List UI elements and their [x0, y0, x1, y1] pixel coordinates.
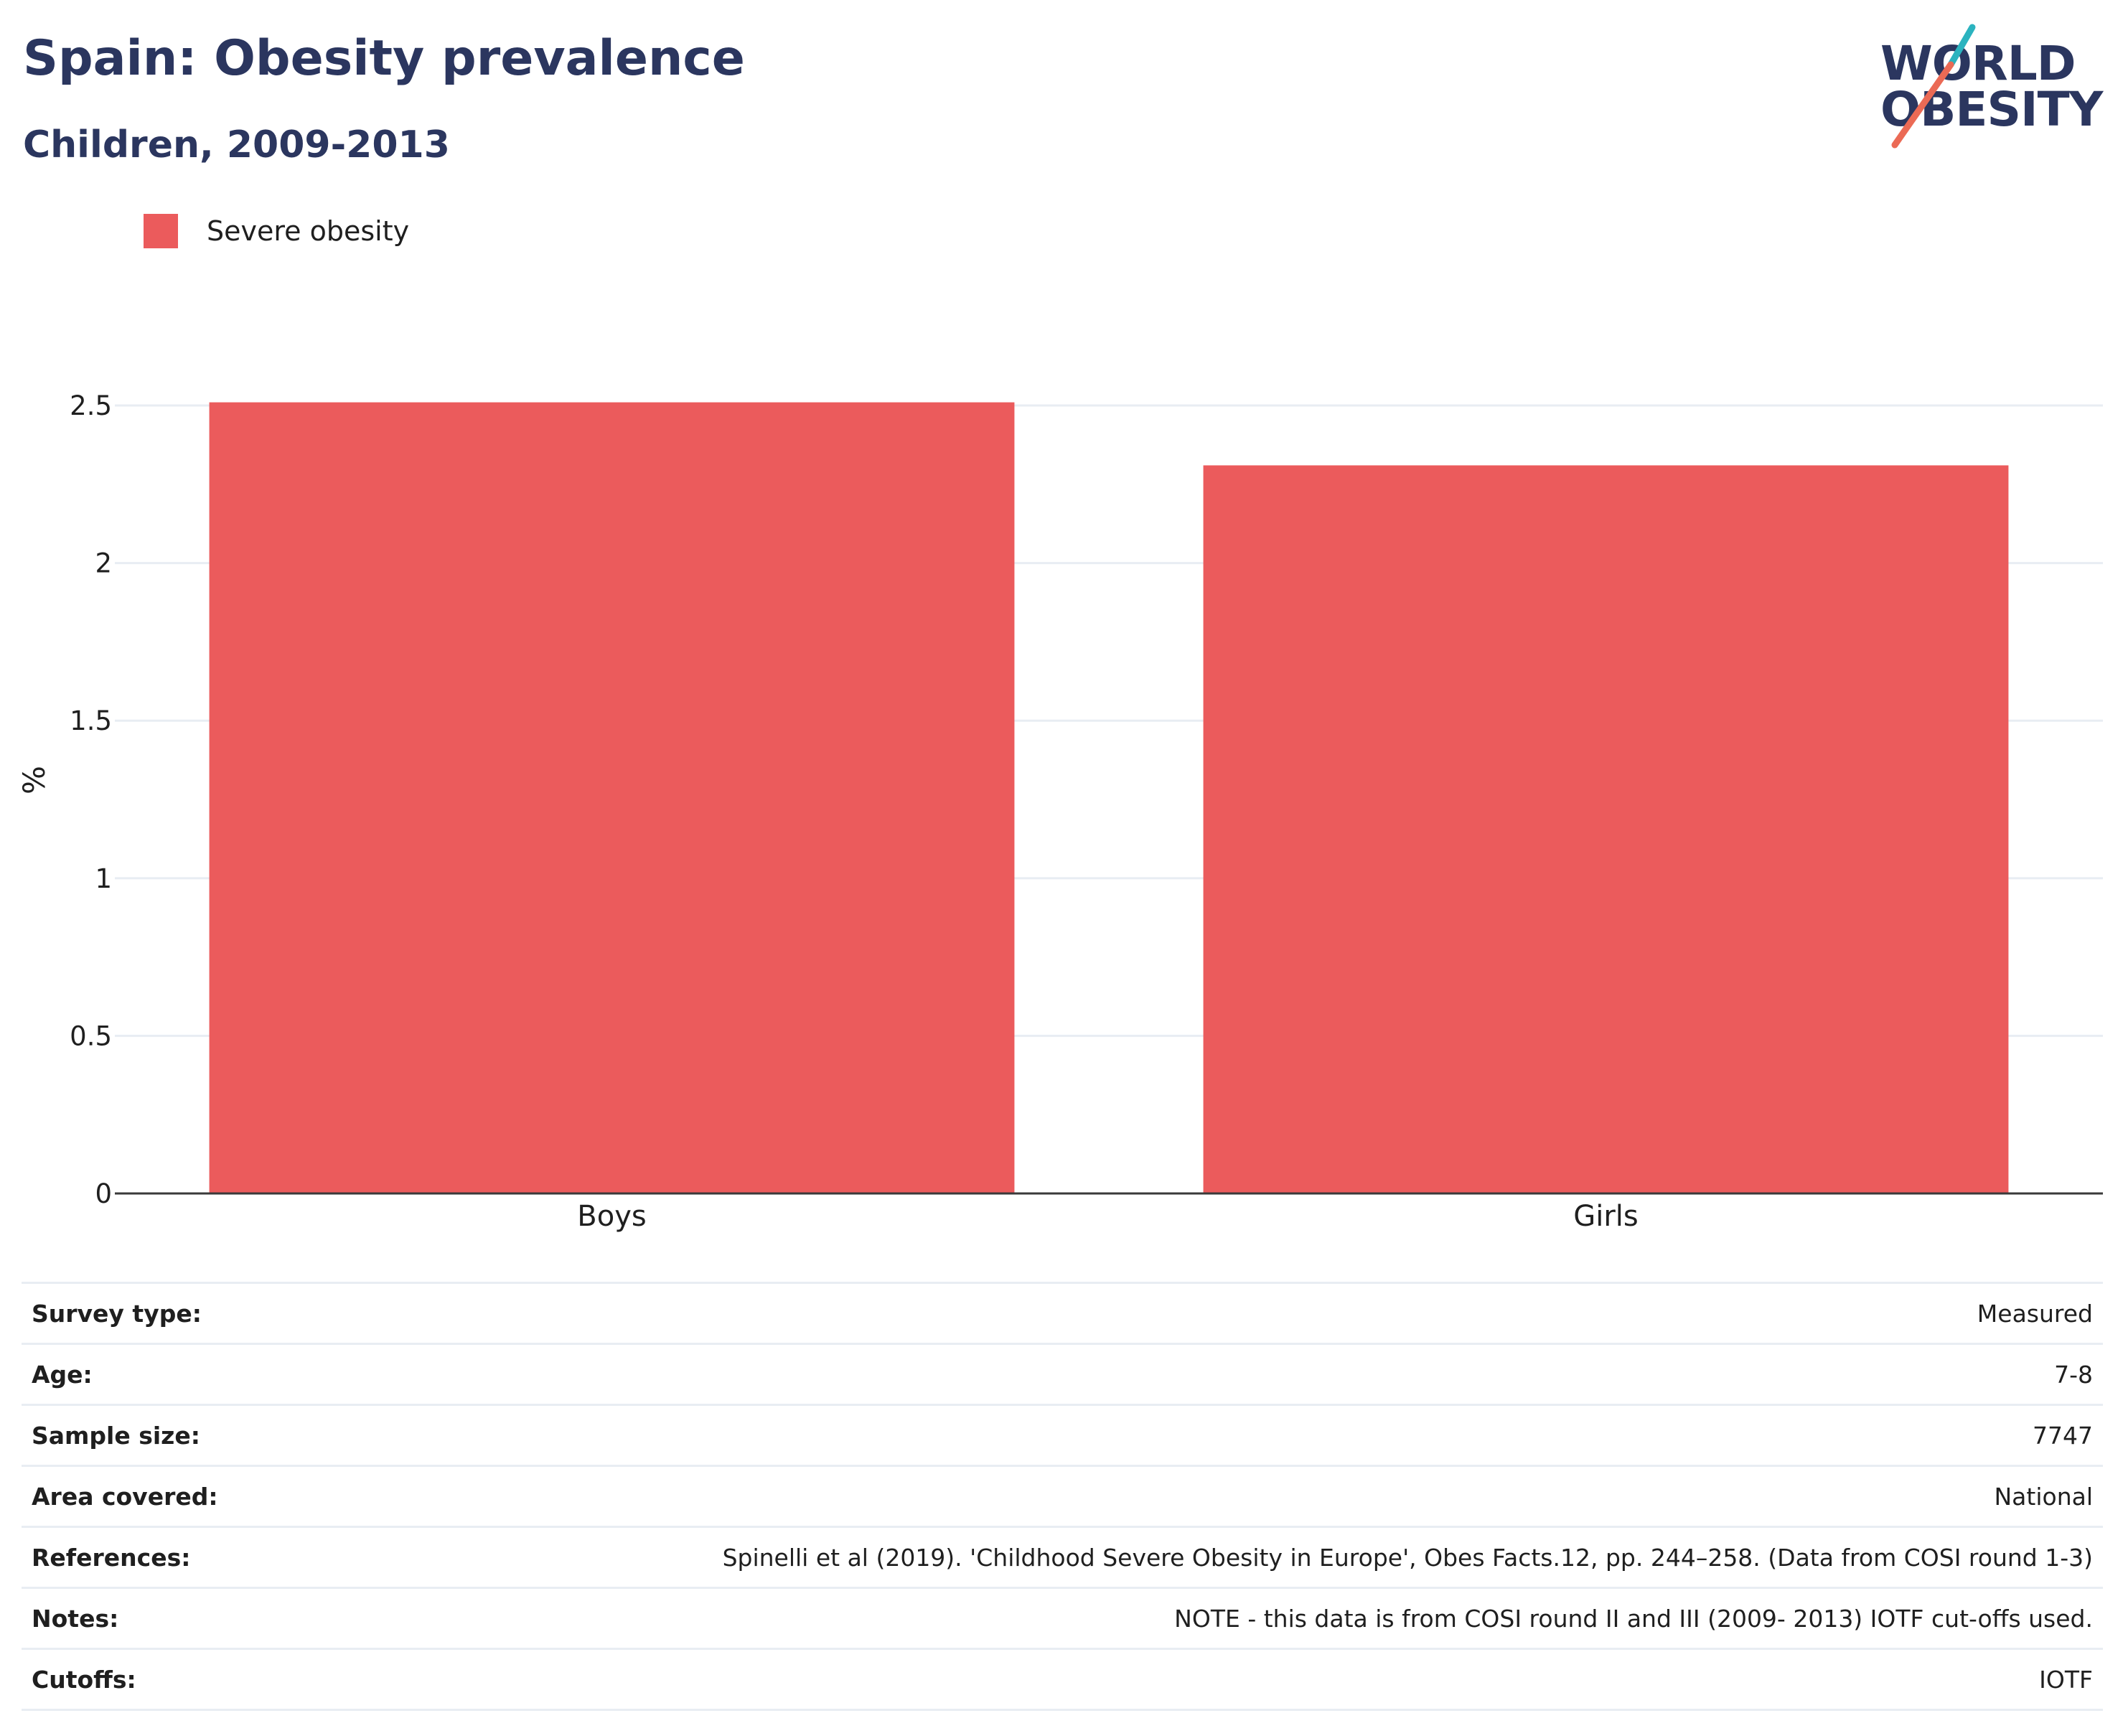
legend-swatch-severe-obesity — [144, 214, 178, 248]
logo-slash-icon — [1891, 24, 1976, 149]
y-tick-label: 2 — [95, 548, 112, 579]
info-key: Survey type: — [22, 1282, 314, 1345]
info-value: 7747 — [314, 1404, 2103, 1467]
y-tick-label: 1.5 — [70, 705, 112, 736]
bar-chart: 0 0.5 1 1.5 2 2.5% Boys Girls — [17, 390, 2103, 1233]
info-key: Cutoffs: — [22, 1648, 314, 1711]
bar-girls — [1203, 465, 2009, 1193]
info-key: Area covered: — [22, 1465, 314, 1528]
info-row: Notes: NOTE - this data is from COSI roun… — [22, 1587, 2103, 1650]
x-tick-label: Boys — [577, 1200, 646, 1233]
world-obesity-logo: WORLD OBESITY — [1866, 20, 2110, 156]
page-title: Spain: Obesity prevalence — [23, 30, 745, 87]
y-tick-label: 2.5 — [70, 390, 112, 421]
y-tick-label: 1 — [95, 863, 112, 894]
y-axis-label: % — [17, 766, 52, 794]
info-key: Age: — [22, 1343, 314, 1406]
legend-label-severe-obesity: Severe obesity — [207, 215, 410, 247]
info-key: References: — [22, 1526, 314, 1589]
info-value: IOTF — [314, 1648, 2103, 1711]
logo-text-line1: WORLD — [1880, 36, 2076, 91]
page-subtitle: Children, 2009-2013 — [23, 123, 450, 166]
info-value: NOTE - this data is from COSI round II a… — [314, 1587, 2103, 1650]
info-value: 7-8 — [314, 1343, 2103, 1406]
info-row: References: Spinelli et al (2019). 'Child… — [22, 1526, 2103, 1589]
y-tick-label: 0 — [95, 1178, 112, 1209]
survey-info-table: Survey type: Measured Age: 7-8 Sample size: 7… — [22, 1282, 2103, 1711]
y-tick-label: 0.5 — [70, 1021, 112, 1051]
info-row: Sample size: 7747 — [22, 1404, 2103, 1467]
info-key: Sample size: — [22, 1404, 314, 1467]
info-row: Age: 7-8 — [22, 1343, 2103, 1406]
info-value: Spinelli et al (2019). 'Childhood Severe… — [314, 1526, 2103, 1589]
info-value: National — [314, 1465, 2103, 1528]
info-key: Notes: — [22, 1587, 314, 1650]
info-row: Area covered: National — [22, 1465, 2103, 1528]
info-value: Measured — [314, 1282, 2103, 1345]
info-row: Cutoffs: IOTF — [22, 1648, 2103, 1711]
x-tick-label: Girls — [1573, 1200, 1639, 1233]
info-row: Survey type: Measured — [22, 1282, 2103, 1345]
chart-legend: Severe obesity — [144, 212, 409, 250]
bar-boys — [209, 402, 1015, 1194]
